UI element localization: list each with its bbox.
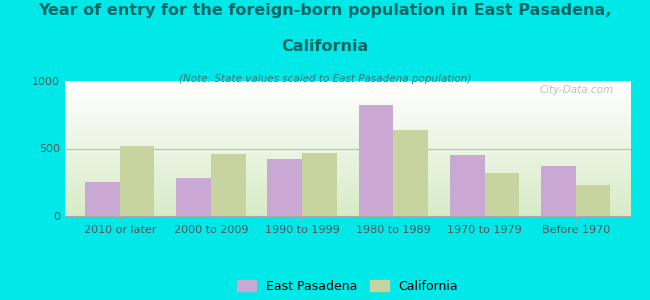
- Bar: [393, 130, 428, 216]
- Text: California: California: [281, 39, 369, 54]
- Bar: [85, 182, 120, 216]
- Bar: [576, 185, 610, 216]
- Bar: [450, 155, 484, 216]
- Legend: East Pasadena, California: East Pasadena, California: [231, 274, 465, 299]
- Bar: [211, 154, 246, 216]
- Bar: [541, 166, 576, 216]
- Bar: [176, 178, 211, 216]
- Text: (Note: State values scaled to East Pasadena population): (Note: State values scaled to East Pasad…: [179, 74, 471, 83]
- Text: Year of entry for the foreign-born population in East Pasadena,: Year of entry for the foreign-born popul…: [38, 3, 612, 18]
- Bar: [268, 159, 302, 216]
- Bar: [484, 173, 519, 216]
- Text: City-Data.com: City-Data.com: [540, 85, 614, 95]
- Bar: [359, 105, 393, 216]
- Bar: [120, 146, 155, 216]
- Bar: [302, 153, 337, 216]
